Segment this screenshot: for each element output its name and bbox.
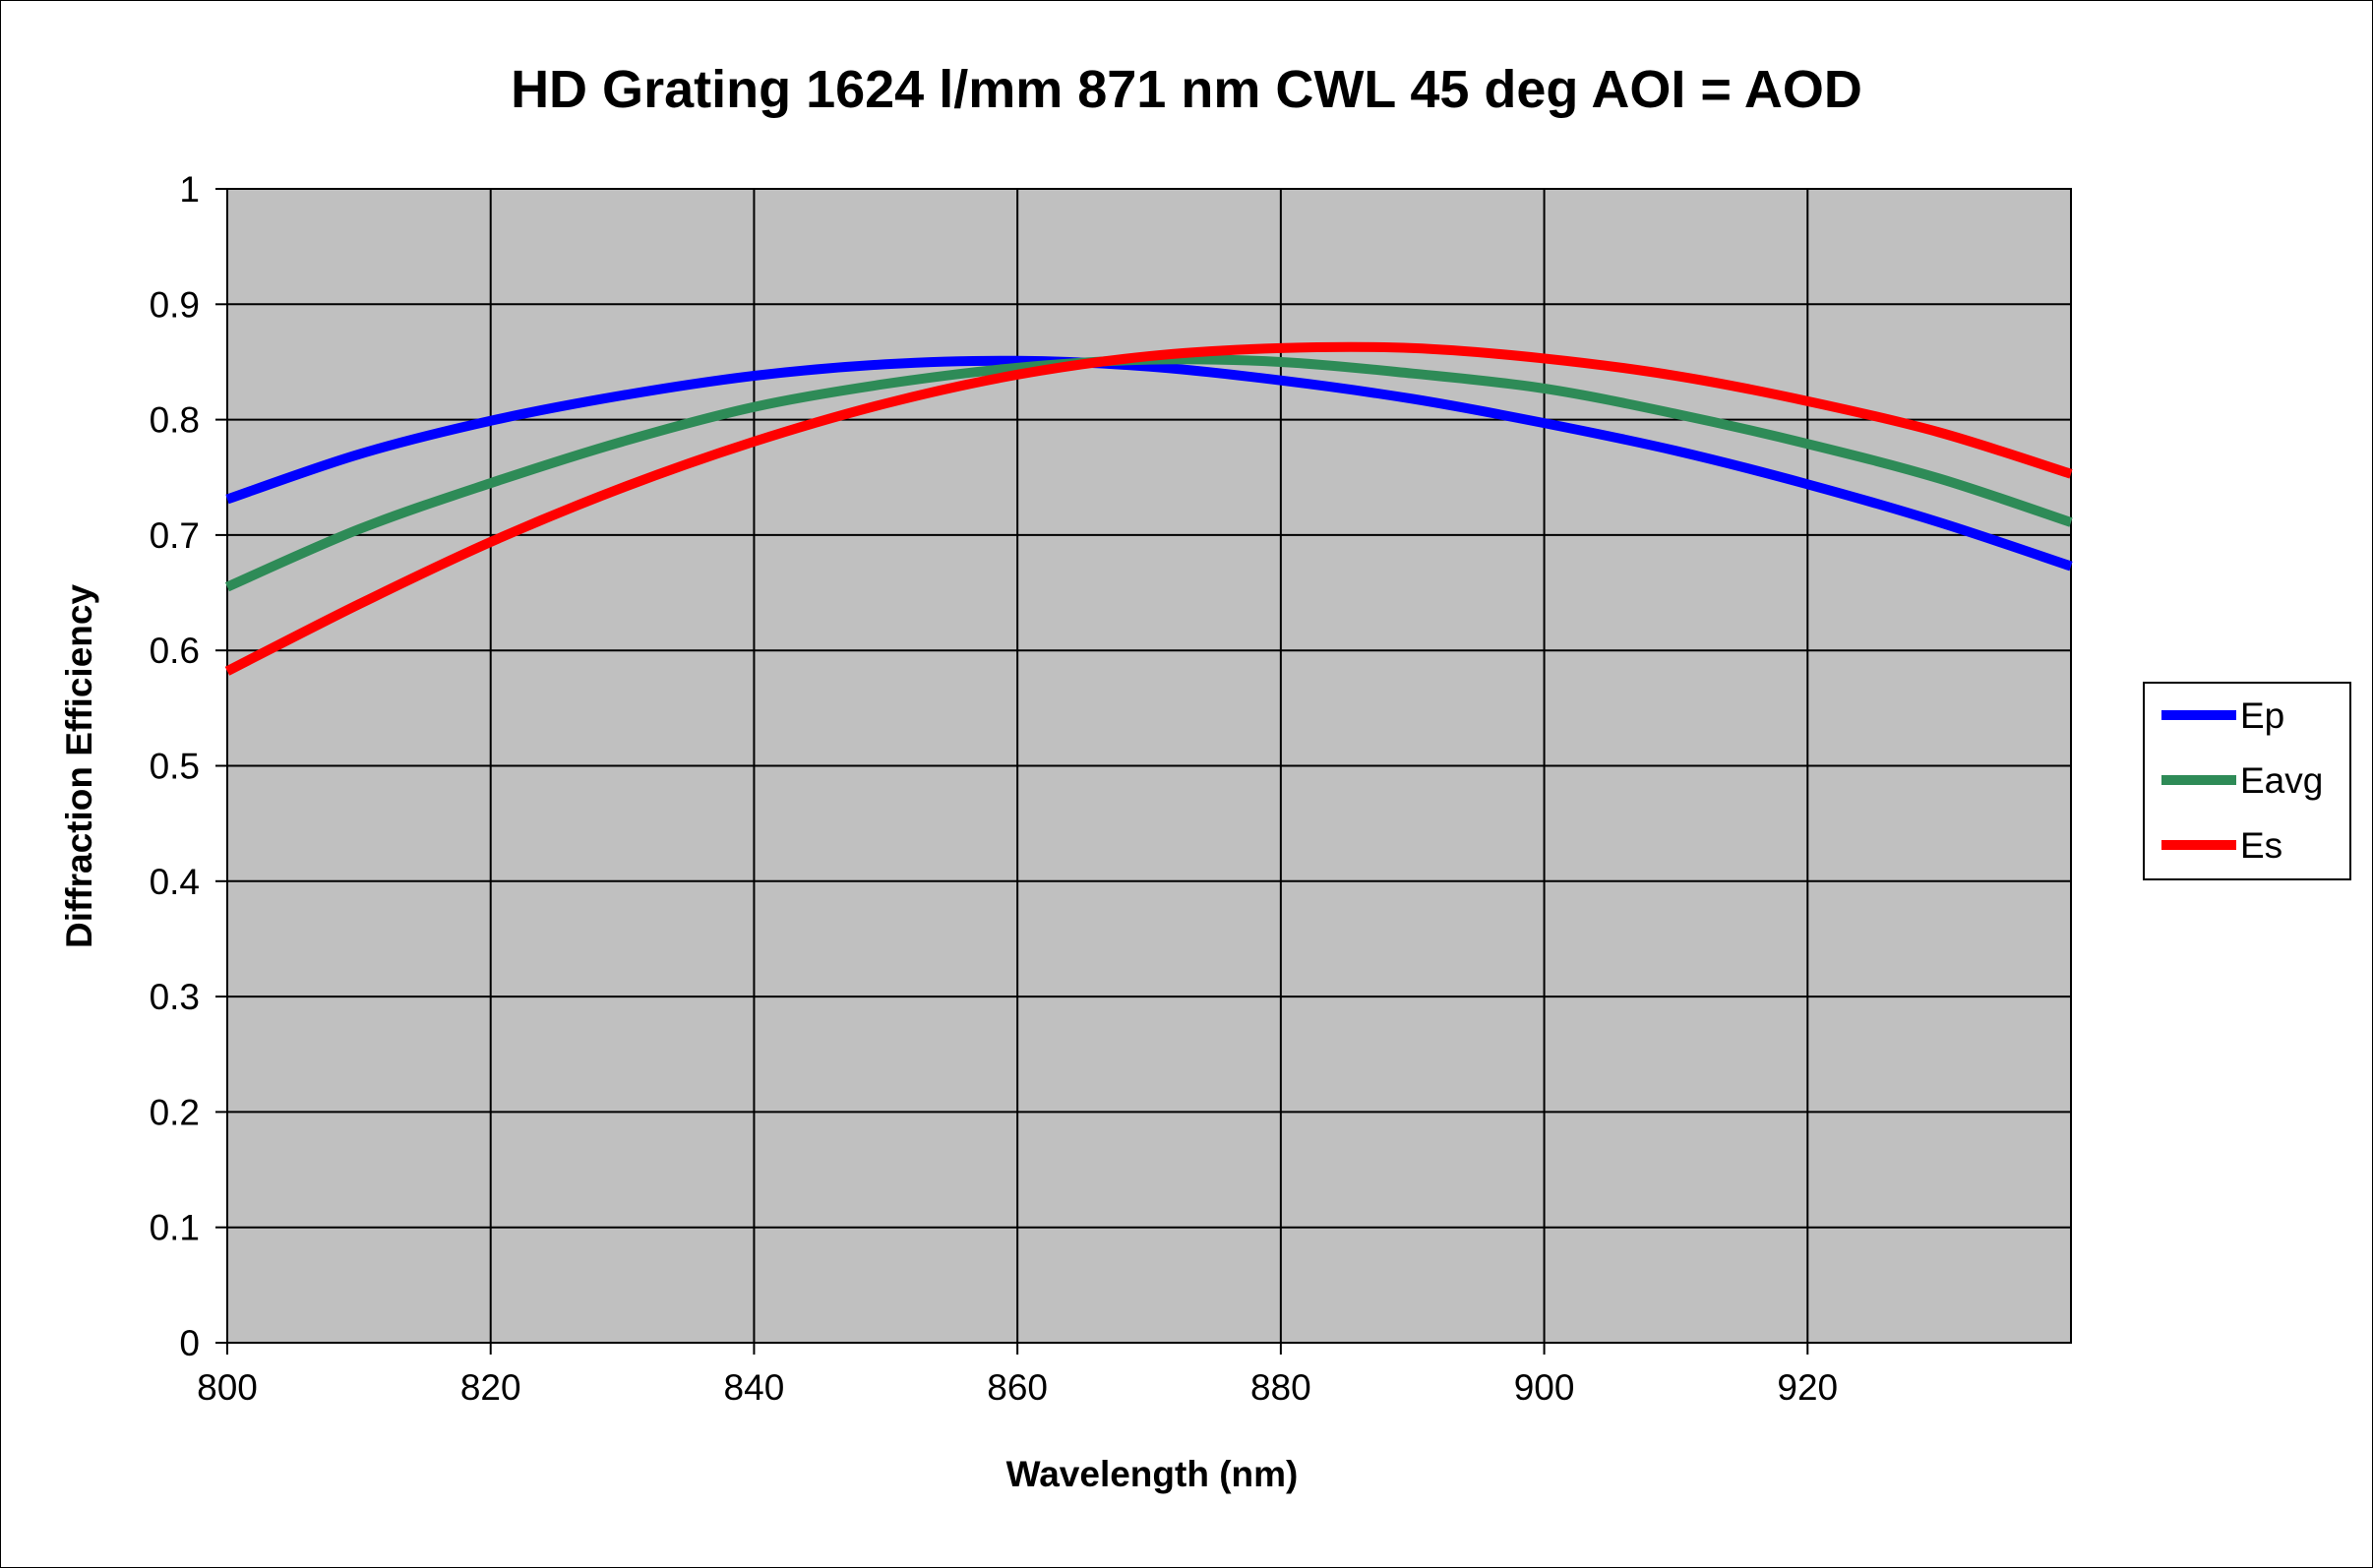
x-tick-label: 860 [987, 1367, 1048, 1408]
x-tick-label: 920 [1777, 1367, 1838, 1408]
series-line-ep [225, 355, 2073, 572]
y-tick-label: 0.8 [150, 400, 200, 441]
y-axis-ticks: 0 0.1 0.2 0.3 0.4 0.5 0.6 0.7 0.8 0.9 1 [150, 169, 227, 1363]
chart-title: HD Grating 1624 l/mm 871 nm CWL 45 deg A… [511, 60, 1862, 119]
y-axis-label: Diffraction Efficiency [59, 584, 99, 948]
y-tick-label: 0.1 [150, 1208, 200, 1248]
y-tick-label: 0.5 [150, 747, 200, 787]
x-tick-label: 840 [724, 1367, 785, 1408]
y-tick-label: 0.2 [150, 1092, 200, 1132]
series-layer [224, 341, 2073, 676]
x-tick-label: 820 [460, 1367, 521, 1408]
legend: Ep Eavg Es [2143, 682, 2351, 880]
series-line-es [224, 341, 2073, 676]
legend-label-es: Es [2240, 825, 2282, 866]
x-tick-label: 800 [197, 1367, 258, 1408]
legend-label-ep: Ep [2240, 695, 2284, 736]
y-tick-label: 0.9 [150, 284, 200, 325]
y-tick-label: 0.3 [150, 977, 200, 1017]
grid [226, 188, 2072, 1344]
y-tick-label: 0.4 [150, 862, 200, 902]
x-axis-ticks: 800 820 840 860 880 900 920 [197, 1343, 1838, 1408]
x-tick-label: 900 [1514, 1367, 1575, 1408]
y-tick-label: 0.7 [150, 515, 200, 556]
y-tick-label: 0.6 [150, 631, 200, 671]
legend-label-eavg: Eavg [2240, 760, 2323, 801]
x-axis-label: Wavelength (nm) [1006, 1454, 1299, 1494]
y-tick-label: 1 [179, 169, 200, 210]
x-tick-label: 880 [1250, 1367, 1311, 1408]
y-tick-label: 0 [179, 1323, 200, 1363]
